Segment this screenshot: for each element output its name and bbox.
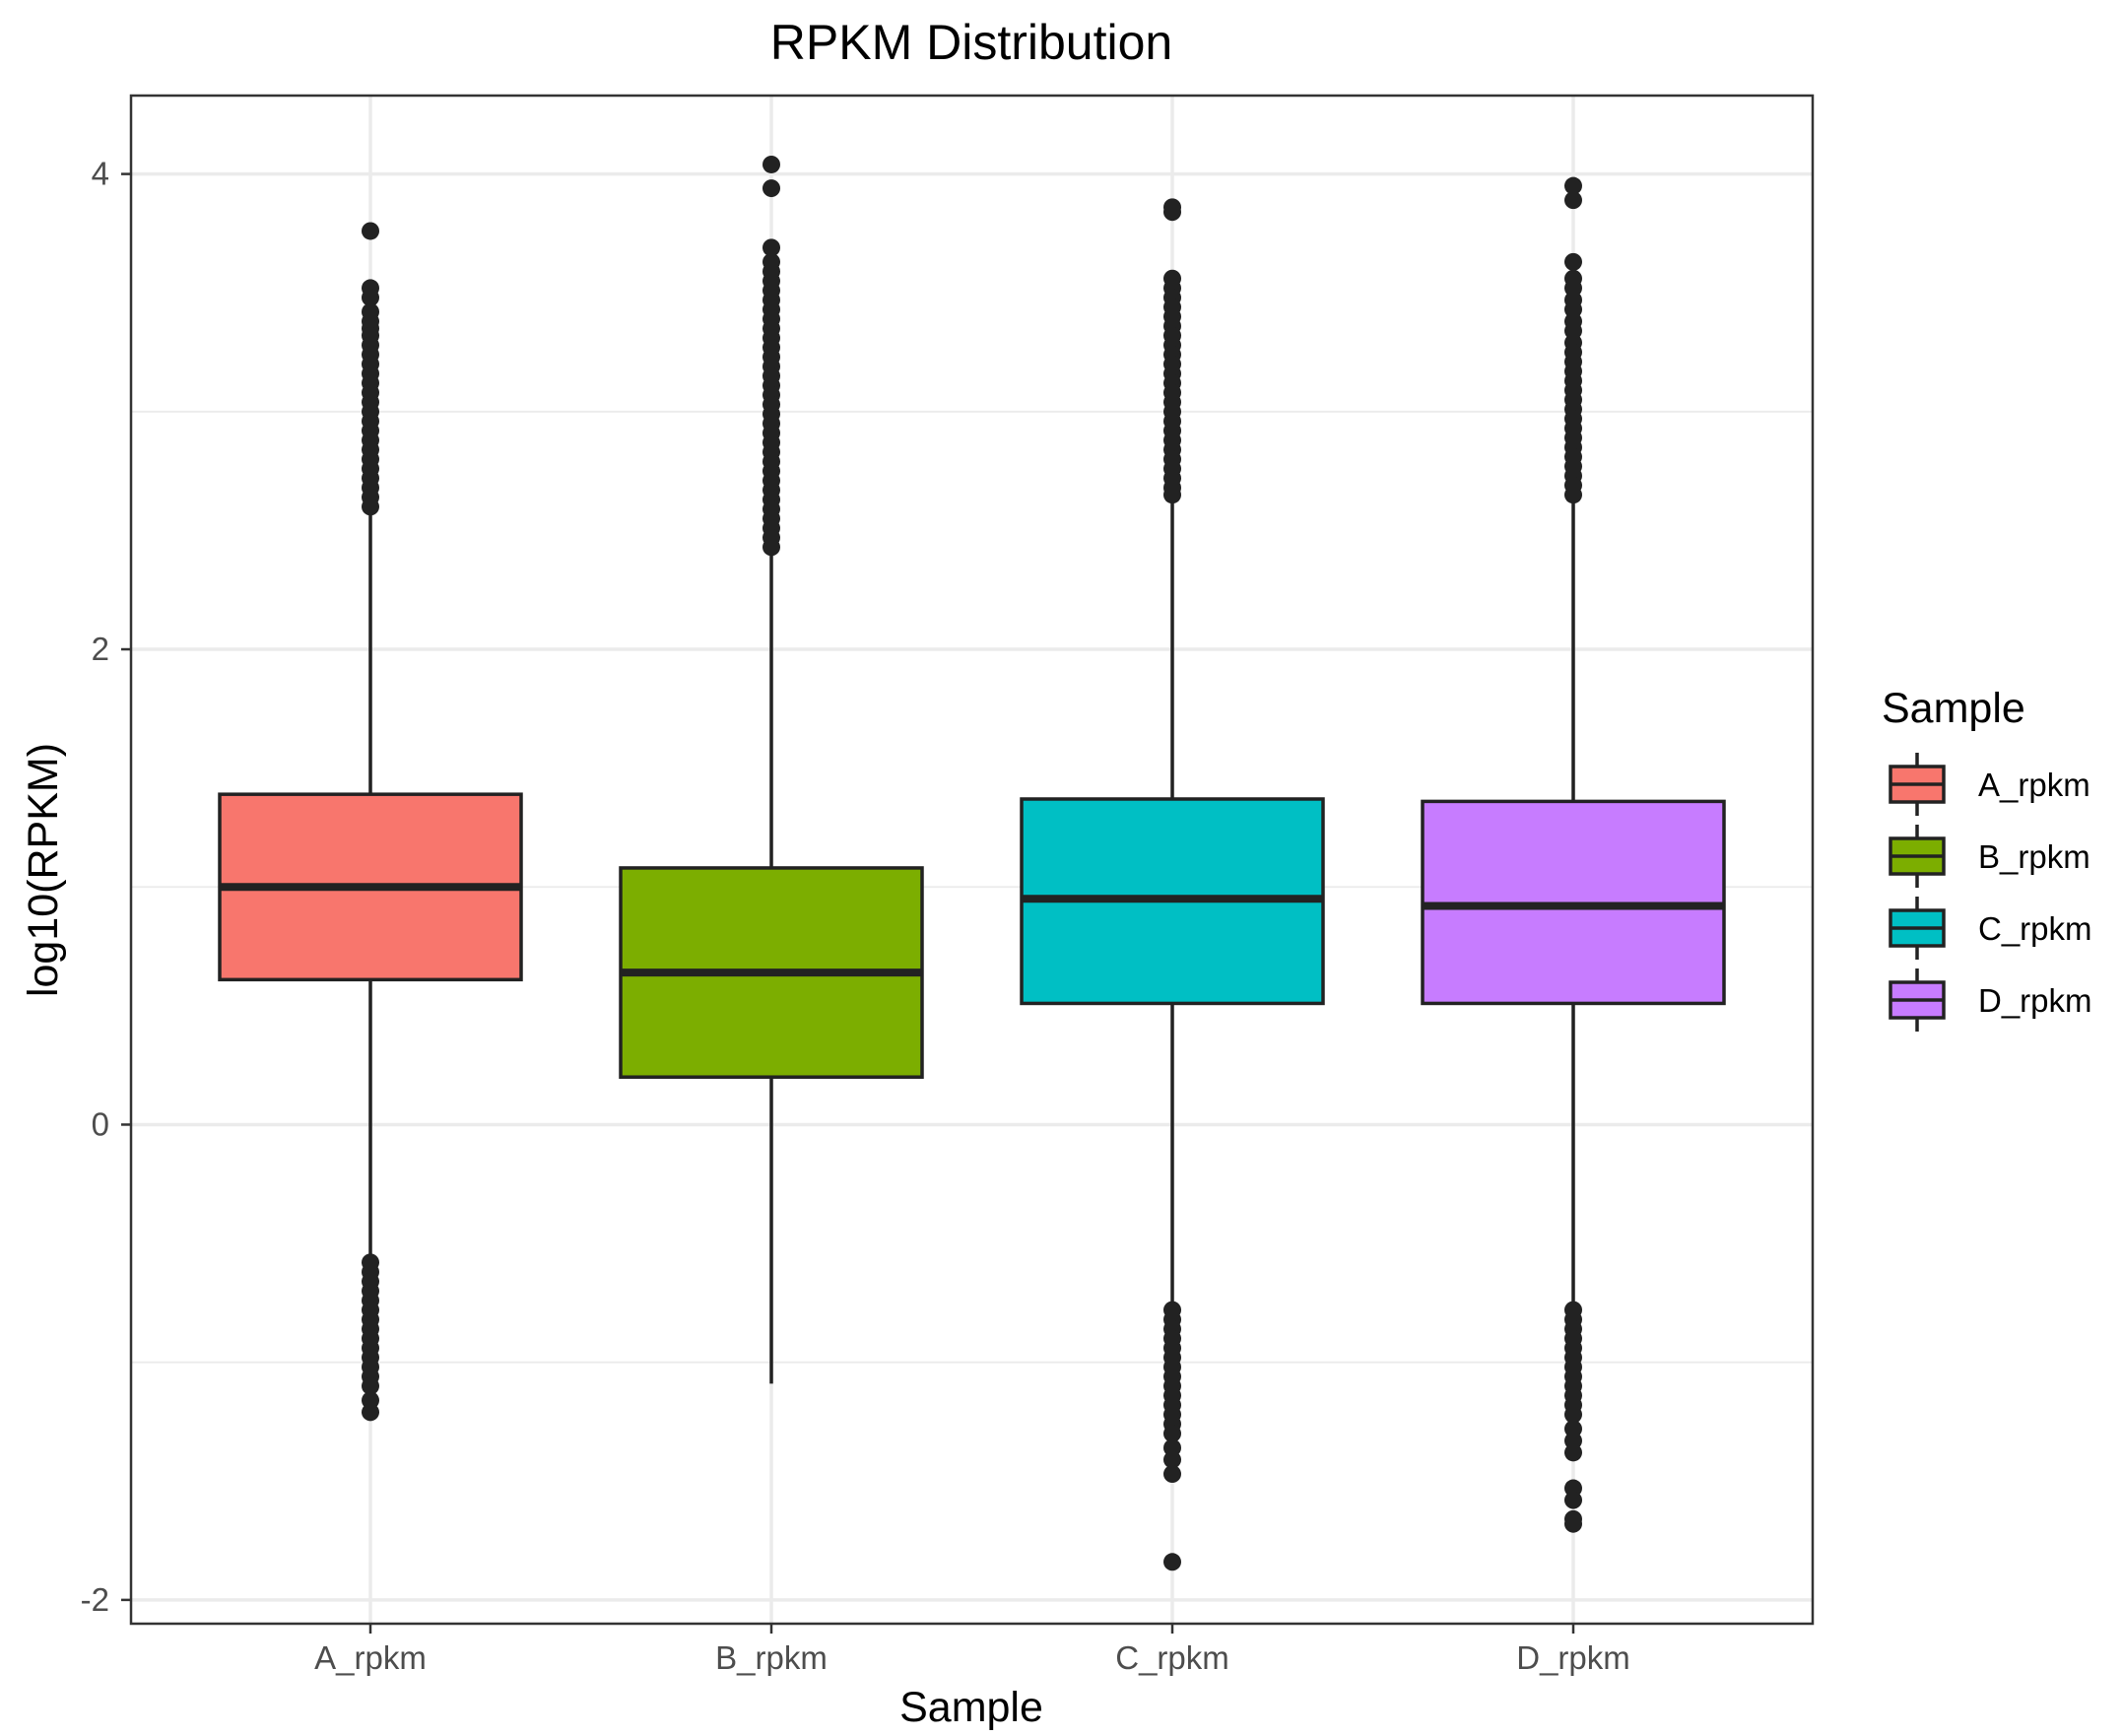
legend-label: A_rpkm	[1978, 767, 2090, 803]
outlier-point	[763, 538, 780, 557]
legend-label: D_rpkm	[1978, 982, 2092, 1019]
outlier-point	[763, 155, 780, 173]
outlier-point	[763, 179, 780, 198]
outlier-point	[362, 498, 379, 516]
outlier-point	[763, 238, 780, 257]
plot-area: -2 0 2 4 A_rpkm B_rpkm C_rpkm D_rpkm	[81, 94, 1815, 1676]
legend-label: C_rpkm	[1978, 910, 2092, 947]
outlier-point	[1564, 191, 1582, 210]
legend-label: B_rpkm	[1978, 838, 2090, 875]
box-group-b_rpkm	[619, 155, 924, 1384]
outlier-point	[1163, 1465, 1181, 1484]
x-tick-label: D_rpkm	[1516, 1639, 1630, 1676]
legend-item-c_rpkm: C_rpkm	[1889, 897, 2092, 960]
box-group-a_rpkm	[218, 222, 523, 1422]
legend-item-b_rpkm: B_rpkm	[1889, 825, 2090, 888]
box-group-c_rpkm	[1020, 198, 1325, 1571]
outlier-point	[1163, 1425, 1181, 1443]
legend-item-d_rpkm: D_rpkm	[1889, 968, 2092, 1032]
outlier-point	[1163, 1553, 1181, 1571]
x-tick-label: C_rpkm	[1115, 1639, 1229, 1676]
legend-item-a_rpkm: A_rpkm	[1889, 753, 2090, 816]
y-tick-label: -2	[81, 1581, 109, 1618]
outlier-point	[1564, 1405, 1582, 1424]
chart-title: RPKM Distribution	[770, 15, 1172, 70]
x-axis-title: Sample	[899, 1684, 1043, 1731]
outlier-point	[362, 222, 379, 240]
outlier-point	[1564, 1491, 1582, 1509]
outlier-point	[362, 1376, 379, 1395]
plot-border	[129, 94, 1815, 1626]
outlier-point	[1564, 1514, 1582, 1533]
y-tick-label: 2	[92, 631, 109, 667]
y-axis-title: log10(RPKM)	[20, 743, 67, 997]
outlier-point	[1564, 252, 1582, 271]
y-tick-label: 4	[92, 156, 109, 192]
outlier-point	[1564, 1443, 1582, 1462]
legend-title: Sample	[1882, 685, 2025, 732]
y-tick-label: 0	[92, 1105, 109, 1142]
x-tick-label: A_rpkm	[314, 1639, 427, 1676]
box-group-d_rpkm	[1421, 176, 1726, 1533]
outlier-point	[362, 1403, 379, 1422]
outlier-point	[1163, 486, 1181, 504]
outlier-point	[1564, 486, 1582, 504]
x-tick-label: B_rpkm	[715, 1639, 828, 1676]
outlier-point	[1163, 203, 1181, 222]
outlier-point	[1564, 176, 1582, 195]
outlier-point	[362, 289, 379, 307]
outlier-point	[1163, 1450, 1181, 1469]
legend-entries: A_rpkm B_rpkm C_rpkm D_rpkm	[1889, 753, 2092, 1032]
